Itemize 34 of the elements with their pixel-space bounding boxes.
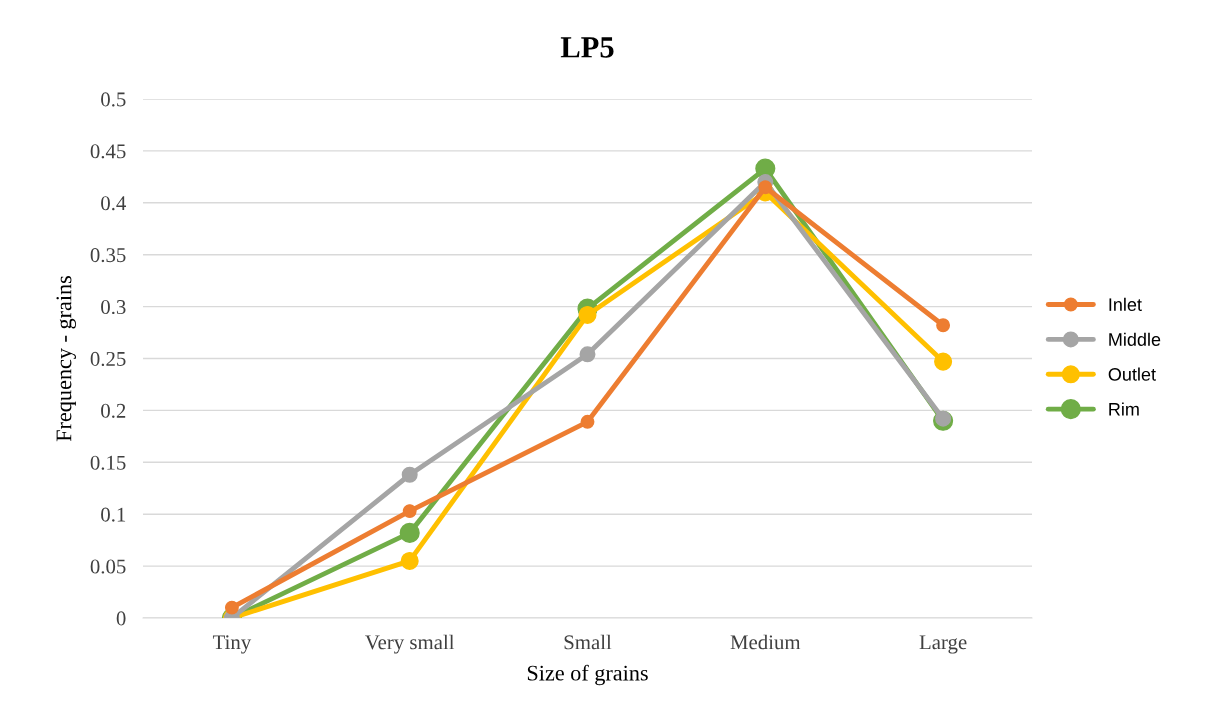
legend-label: Outlet — [1108, 367, 1156, 381]
point — [399, 522, 420, 543]
point — [400, 551, 419, 570]
legend-label: Inlet — [1109, 297, 1142, 312]
y-tick-label: 0.3 — [101, 299, 126, 315]
point — [934, 352, 953, 371]
point — [580, 414, 595, 429]
y-tick-label: 0.25 — [90, 351, 126, 367]
chart-title: LP5 — [560, 37, 614, 58]
point — [758, 180, 773, 195]
point — [579, 346, 596, 363]
x-tick-label: Large — [919, 635, 967, 654]
x-tick-label: Medium — [730, 634, 801, 650]
y-tick-label: 0.15 — [90, 455, 126, 470]
point — [401, 466, 418, 483]
y-tick-label: 0.05 — [90, 559, 126, 574]
point — [224, 600, 239, 615]
y-tick-label: 0.2 — [101, 403, 126, 418]
y-tick-label: 0.4 — [101, 196, 127, 211]
x-tick-label: Small — [564, 634, 612, 650]
y-tick-label: 0.35 — [90, 248, 126, 263]
x-axis-title: Size of grains — [527, 664, 648, 686]
y-tick-label: 0.45 — [90, 144, 126, 159]
x-tick-label: Tiny — [212, 635, 252, 654]
y-tick-label: 0.5 — [101, 92, 126, 107]
legend-label: Middle — [1109, 332, 1161, 346]
legend-label: Rim — [1109, 402, 1139, 416]
y-tick-label: 0.1 — [101, 507, 126, 522]
point — [578, 305, 597, 324]
x-tick-label: Very small — [365, 634, 455, 654]
point — [402, 504, 417, 519]
y-axis-title: Frequency - grains — [56, 276, 76, 442]
y-tick-label: 0 — [116, 611, 126, 626]
point — [936, 318, 951, 333]
